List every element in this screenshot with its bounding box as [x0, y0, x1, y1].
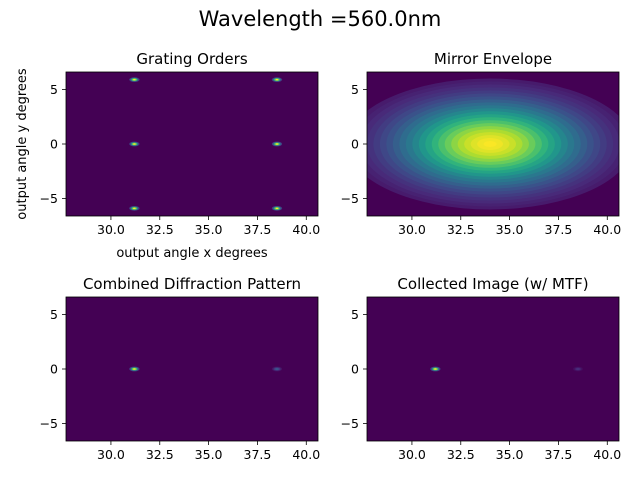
diffraction-spot [275, 368, 279, 370]
x-tick-label: 40.0 [292, 447, 320, 462]
x-tick-label: 32.5 [146, 222, 174, 237]
x-tick-label: 30.0 [398, 447, 426, 462]
x-tick-label: 30.0 [97, 447, 125, 462]
x-tick-label: 37.5 [545, 222, 573, 237]
diffraction-spot [132, 368, 136, 370]
x-tick-label: 32.5 [447, 222, 475, 237]
y-tick-label: 0 [50, 137, 58, 152]
subplot-title: Grating Orders [136, 50, 247, 68]
diffraction-spot [275, 207, 279, 210]
x-tick-label: 40.0 [292, 222, 320, 237]
diffraction-spot [576, 368, 580, 370]
diffraction-spot [275, 78, 279, 81]
diffraction-spot [132, 78, 136, 81]
x-tick-label: 32.5 [447, 447, 475, 462]
x-tick-label: 40.0 [593, 447, 621, 462]
heatmap-area [129, 77, 283, 211]
diffraction-spot [132, 207, 136, 210]
x-tick-label: 37.5 [545, 447, 573, 462]
x-tick-label: 35.0 [195, 447, 223, 462]
x-axis-label: output angle x degrees [116, 246, 268, 261]
y-tick-label: 0 [351, 137, 359, 152]
y-tick-label: 5 [50, 307, 58, 322]
heatmap-area [129, 366, 283, 372]
diffraction-spot [433, 368, 437, 370]
y-tick-label: −5 [40, 416, 58, 431]
x-tick-label: 30.0 [398, 222, 426, 237]
y-tick-label: 0 [50, 362, 58, 377]
x-tick-label: 30.0 [97, 222, 125, 237]
diffraction-spot [275, 143, 279, 145]
subplot-3: 30.0 32.5 35.0 37.5 40.0 −5 0 5 Combined Diffrac… [40, 275, 321, 462]
x-tick-label: 40.0 [593, 222, 621, 237]
heatmap-area [430, 366, 584, 372]
x-tick-label: 32.5 [146, 447, 174, 462]
y-tick-label: −5 [40, 191, 58, 206]
x-tick-label: 37.5 [244, 222, 272, 237]
y-tick-label: 0 [351, 362, 359, 377]
y-tick-label: −5 [341, 191, 359, 206]
subplot-title: Combined Diffraction Pattern [83, 275, 301, 293]
x-tick-label: 37.5 [244, 447, 272, 462]
subplot-2: 30.0 32.5 35.0 37.5 40.0 −5 0 5 Mirror Envelope [341, 50, 622, 237]
diffraction-spot [132, 143, 136, 145]
x-tick-label: 35.0 [195, 222, 223, 237]
subplot-4: 30.0 32.5 35.0 37.5 40.0 −5 0 5 Collected Image … [341, 275, 622, 462]
subplot-title: Mirror Envelope [434, 50, 552, 68]
y-tick-label: 5 [351, 307, 359, 322]
y-tick-label: 5 [50, 82, 58, 97]
y-axis-label: output angle y degrees [15, 68, 30, 220]
envelope-contour [483, 141, 497, 147]
x-tick-label: 35.0 [496, 222, 524, 237]
subplot-1: 30.0 32.5 35.0 37.5 40.0 −5 0 5 Grating Orders ou… [15, 50, 320, 261]
x-tick-label: 35.0 [496, 447, 524, 462]
heatmap-area [367, 78, 619, 210]
y-tick-label: −5 [341, 416, 359, 431]
subplot-title: Collected Image (w/ MTF) [397, 275, 588, 293]
figure-suptitle: Wavelength =560.0nm [199, 7, 442, 31]
y-tick-label: 5 [351, 82, 359, 97]
